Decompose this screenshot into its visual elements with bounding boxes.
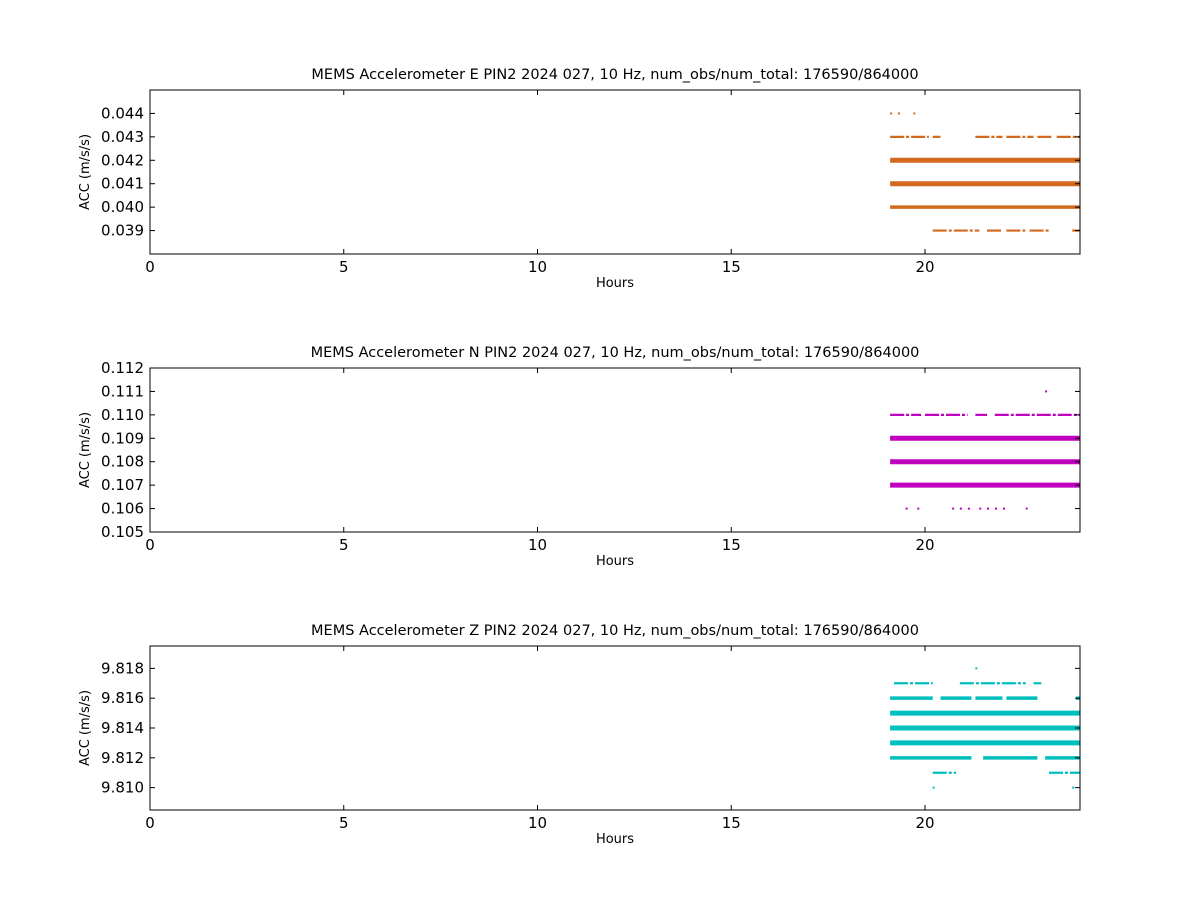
y-tick-label: 0.109 — [101, 429, 144, 447]
y-tick-label: 0.043 — [101, 128, 144, 146]
chart-title: MEMS Accelerometer E PIN2 2024 027, 10 H… — [311, 67, 918, 83]
x-tick-label: 10 — [528, 814, 547, 832]
y-tick-label: 0.108 — [101, 453, 144, 471]
x-tick-label: 20 — [915, 536, 934, 554]
x-tick-label: 0 — [145, 258, 155, 276]
y-tick-label: 0.039 — [101, 222, 144, 240]
chart-title: MEMS Accelerometer Z PIN2 2024 027, 10 H… — [311, 623, 919, 639]
y-tick-label: 0.040 — [101, 198, 144, 216]
data-series — [890, 112, 1080, 232]
axes-frame — [149, 367, 1081, 533]
chart-title: MEMS Accelerometer N PIN2 2024 027, 10 H… — [311, 345, 920, 361]
x-tick-label: 0 — [145, 536, 155, 554]
y-tick-label: 0.111 — [101, 382, 144, 400]
y-axis-label: ACC (m/s/s) — [78, 134, 93, 210]
x-tick-label: 20 — [915, 814, 934, 832]
x-tick-label: 20 — [915, 258, 934, 276]
subplot-1: 0 5 10 15 20 0.039 0.040 0.041 0.042 0.043 0.044 ME… — [78, 67, 1081, 291]
x-tick-label: 15 — [722, 258, 741, 276]
x-tick-label: 15 — [722, 814, 741, 832]
subplot-3: 0 5 10 15 20 9.810 9.812 9.814 9.816 9.818 MEMS Ac… — [78, 623, 1081, 847]
x-axis-label: Hours — [596, 276, 634, 291]
x-axis-label: Hours — [596, 554, 634, 569]
y-tick-label: 9.814 — [101, 719, 144, 737]
y-tick-label: 9.818 — [101, 659, 144, 677]
y-tick-label: 0.042 — [101, 151, 144, 169]
x-tick-label: 10 — [528, 258, 547, 276]
x-tick-label: 0 — [145, 814, 155, 832]
data-series — [890, 667, 1080, 789]
subplot-2: 0 5 10 15 20 0.105 0.106 0.107 0.108 0.109 0.110 0.… — [78, 345, 1081, 569]
x-tick-label: 5 — [339, 258, 349, 276]
y-tick-label: 0.044 — [101, 104, 144, 122]
x-tick-label: 5 — [339, 536, 349, 554]
y-tick-label: 0.107 — [101, 476, 144, 494]
y-tick-label: 0.106 — [101, 500, 144, 518]
x-tick-label: 5 — [339, 814, 349, 832]
y-axis-label: ACC (m/s/s) — [78, 412, 93, 488]
y-tick-label: 9.816 — [101, 689, 144, 707]
x-tick-label: 15 — [722, 536, 741, 554]
axes-frame — [149, 89, 1081, 255]
y-tick-label: 0.112 — [101, 359, 144, 377]
y-axis-label: ACC (m/s/s) — [78, 690, 93, 766]
y-tick-label: 0.110 — [101, 406, 144, 424]
y-tick-label: 0.041 — [101, 175, 144, 193]
y-tick-label: 0.105 — [101, 523, 144, 541]
x-axis-label: Hours — [596, 832, 634, 847]
y-tick-label: 9.810 — [101, 779, 144, 797]
data-series — [890, 390, 1080, 510]
x-tick-label: 10 — [528, 536, 547, 554]
y-tick-label: 9.812 — [101, 749, 144, 767]
